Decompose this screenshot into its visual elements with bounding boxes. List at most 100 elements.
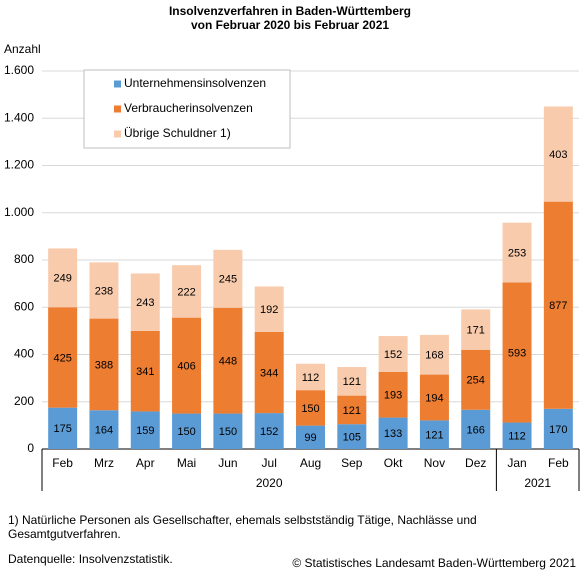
x-tick-label: Sep — [341, 456, 363, 470]
y-tick-label: 1.200 — [4, 158, 34, 172]
y-tick-label: 400 — [14, 347, 34, 361]
data-label: 164 — [95, 425, 113, 437]
bar-segment — [296, 390, 325, 426]
legend-swatch — [114, 130, 121, 138]
x-tick-label: Aug — [300, 456, 321, 470]
bar-segment — [89, 318, 119, 411]
legend-swatch — [114, 80, 121, 88]
y-tick-label: 0 — [27, 441, 34, 455]
legend-label: Verbraucherinsolvenzen — [124, 101, 253, 115]
data-label: 243 — [136, 297, 154, 309]
bar-segment — [461, 349, 491, 410]
data-label: 425 — [53, 352, 71, 364]
legend-label: Unternehmensinsolvenzen — [124, 76, 266, 90]
data-label: 150 — [301, 403, 319, 415]
data-label: 121 — [343, 405, 361, 417]
bar-segment — [543, 408, 573, 449]
x-tick-label: Jul — [262, 456, 277, 470]
data-label: 238 — [95, 285, 113, 297]
y-tick-label: 1.400 — [4, 110, 34, 124]
data-label: 448 — [219, 356, 237, 368]
legend-swatch — [114, 105, 121, 113]
bar-segment — [254, 413, 284, 449]
data-label: 133 — [384, 428, 402, 440]
data-label: 877 — [549, 300, 567, 312]
bar-segment — [48, 248, 78, 308]
y-tick-label: 1.000 — [4, 205, 34, 219]
data-label: 344 — [260, 367, 278, 379]
data-label: 152 — [260, 426, 278, 438]
bar-segment — [502, 222, 532, 283]
data-label: 171 — [467, 324, 485, 336]
footnote: 1) Natürliche Personen als Gesellschafte… — [8, 513, 477, 527]
bar-segment — [502, 422, 532, 449]
data-label: 152 — [384, 349, 402, 361]
bar-segment — [296, 363, 325, 391]
data-label: 105 — [343, 432, 361, 444]
data-label: 406 — [177, 361, 195, 373]
bar-segment — [89, 410, 119, 449]
data-label: 253 — [508, 247, 526, 259]
data-label: 175 — [53, 423, 71, 435]
bar-segment — [461, 409, 491, 449]
group-label: 2020 — [256, 476, 283, 490]
data-label: 112 — [508, 431, 526, 443]
x-tick-label: Mai — [177, 456, 196, 470]
data-label: 593 — [508, 347, 526, 359]
data-label: 170 — [549, 424, 567, 436]
x-tick-label: Mrz — [94, 456, 114, 470]
data-label: 245 — [219, 274, 237, 286]
bar-segment — [213, 307, 243, 414]
y-axis-label: Anzahl — [4, 42, 41, 56]
bar-segment — [130, 330, 160, 412]
data-label: 112 — [302, 372, 320, 384]
bar-segment — [337, 367, 367, 396]
x-tick-label: Apr — [136, 456, 155, 470]
x-tick-label: Feb — [548, 456, 569, 470]
data-label: 99 — [304, 432, 316, 444]
x-tick-label: Feb — [52, 456, 73, 470]
bar-segment — [378, 371, 408, 418]
source: Datenquelle: Insolvenzstatistik. — [8, 552, 173, 566]
bar-segment — [213, 413, 243, 449]
bar-segment — [337, 395, 367, 425]
data-label: 150 — [219, 426, 237, 438]
x-tick-label: Okt — [384, 456, 403, 470]
bar-segment — [130, 273, 160, 331]
data-label: 159 — [136, 425, 154, 437]
bar-segment — [172, 413, 202, 449]
bar-segment — [89, 262, 119, 319]
bar-segment — [378, 336, 408, 372]
bar-segment — [172, 317, 202, 414]
data-label: 193 — [384, 390, 402, 402]
bar-segment — [130, 411, 160, 449]
data-label: 121 — [425, 430, 443, 442]
copyright: © Statistisches Landesamt Baden-Württemb… — [292, 556, 576, 570]
bar-segment — [48, 407, 78, 449]
bar-segment — [461, 309, 491, 350]
data-label: 388 — [95, 359, 113, 371]
bar-segment — [502, 282, 532, 423]
bar-segment — [172, 265, 202, 318]
y-tick-label: 600 — [14, 299, 34, 313]
data-label: 194 — [425, 392, 443, 404]
data-label: 121 — [343, 376, 361, 388]
y-tick-label: 1.600 — [4, 63, 34, 77]
y-tick-label: 800 — [14, 252, 34, 266]
bar-segment — [543, 106, 573, 202]
data-label: 254 — [467, 375, 485, 387]
legend-label: Übrige Schuldner 1) — [124, 126, 231, 140]
data-label: 168 — [425, 350, 443, 362]
bar-segment — [254, 286, 284, 332]
x-tick-label: Nov — [424, 456, 445, 470]
y-tick-label: 200 — [14, 394, 34, 408]
bar-segment — [419, 334, 449, 375]
chart-title: Insolvenzverfahren in Baden-Württemberg — [169, 4, 411, 18]
data-label: 192 — [260, 304, 278, 316]
footnote: Gesamtgutverfahren. — [8, 527, 121, 541]
bar-segment — [48, 307, 78, 408]
bar-segment — [213, 249, 243, 308]
x-tick-label: Jun — [218, 456, 237, 470]
x-tick-label: Dez — [465, 456, 486, 470]
